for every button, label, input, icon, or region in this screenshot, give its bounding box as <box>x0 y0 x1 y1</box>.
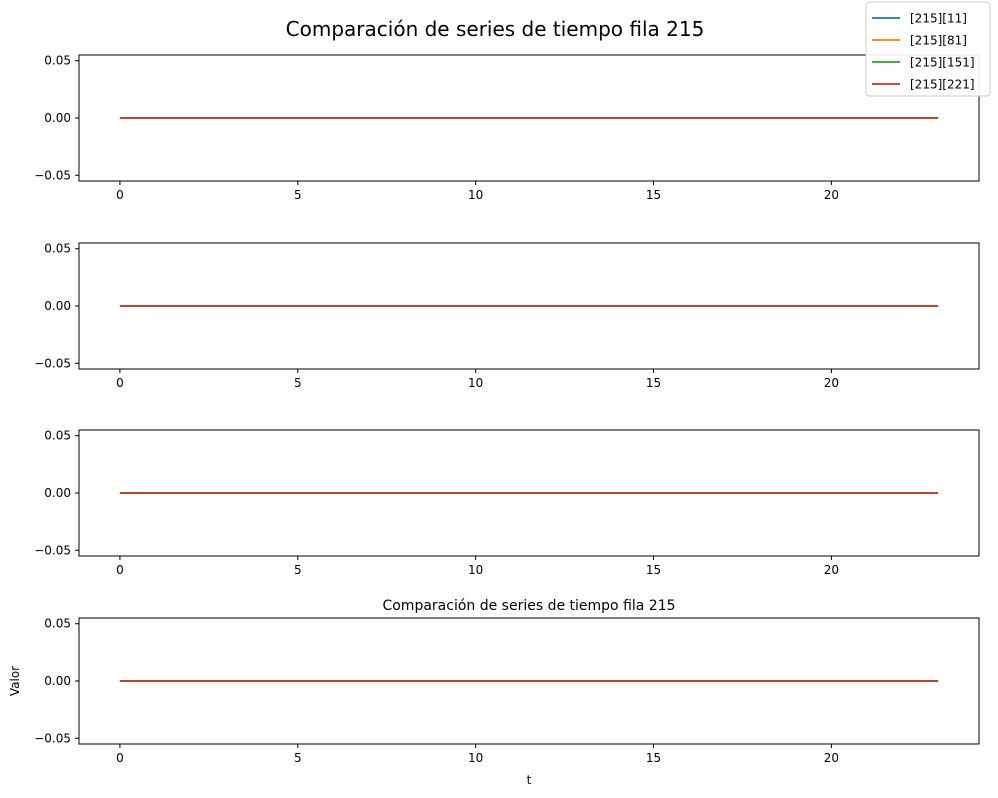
y-tick-label: 0.05 <box>44 242 71 256</box>
figure-suptitle: Comparación de series de tiempo fila 215 <box>286 17 705 41</box>
legend-frame <box>865 1 991 97</box>
y-tick-label: 0.00 <box>44 299 71 313</box>
subplot-4: 0 5 10 15 20 0.05 0.00 −0.05 Comparación de seri… <box>8 598 980 787</box>
legend-label: [215][151] <box>910 56 975 70</box>
x-tick-label: 10 <box>468 751 483 765</box>
x-tick-label: 20 <box>824 376 839 390</box>
x-tick-label: 15 <box>646 376 661 390</box>
x-tick-label: 15 <box>646 188 661 202</box>
subplot-1: 0 5 10 15 20 0.05 0.00 −0.05 <box>34 54 980 202</box>
y-axis-label: Valor <box>8 666 22 696</box>
x-tick-label: 15 <box>646 563 661 577</box>
y-tick-label: 0.05 <box>44 429 71 443</box>
x-tick-label: 10 <box>468 563 483 577</box>
y-tick-label: −0.05 <box>34 731 71 745</box>
subplot-3: 0 5 10 15 20 0.05 0.00 −0.05 <box>34 429 980 577</box>
subplots: 0 5 10 15 20 0.05 0.00 −0.05 0 5 10 15 20 0.05 0.00 −0.… <box>8 54 980 787</box>
x-tick-label: 0 <box>116 188 124 202</box>
x-tick-label: 0 <box>116 563 124 577</box>
legend-label: [215][11] <box>910 12 967 26</box>
x-tick-label: 10 <box>468 188 483 202</box>
subplot-title: Comparación de series de tiempo fila 215 <box>382 598 675 614</box>
x-tick-label: 20 <box>824 563 839 577</box>
x-tick-label: 5 <box>294 188 302 202</box>
y-tick-label: 0.05 <box>44 54 71 68</box>
x-tick-label: 0 <box>116 751 124 765</box>
subplot-2: 0 5 10 15 20 0.05 0.00 −0.05 <box>34 242 980 390</box>
x-tick-label: 10 <box>468 376 483 390</box>
x-tick-label: 5 <box>294 376 302 390</box>
y-tick-label: −0.05 <box>34 168 71 182</box>
x-tick-label: 20 <box>824 188 839 202</box>
y-tick-label: 0.00 <box>44 486 71 500</box>
legend-label: [215][81] <box>910 34 967 48</box>
x-tick-label: 20 <box>824 751 839 765</box>
legend-label: [215][221] <box>910 78 975 92</box>
x-tick-label: 0 <box>116 376 124 390</box>
y-tick-label: 0.00 <box>44 674 71 688</box>
y-tick-label: 0.00 <box>44 111 71 125</box>
x-tick-label: 15 <box>646 751 661 765</box>
y-tick-label: 0.05 <box>44 617 71 631</box>
figure-legend: [215][11] [215][81] [215][151] [215][221] <box>865 1 991 97</box>
x-axis-label: t <box>527 773 532 787</box>
x-tick-label: 5 <box>294 751 302 765</box>
x-tick-label: 5 <box>294 563 302 577</box>
y-tick-label: −0.05 <box>34 543 71 557</box>
y-tick-label: −0.05 <box>34 356 71 370</box>
